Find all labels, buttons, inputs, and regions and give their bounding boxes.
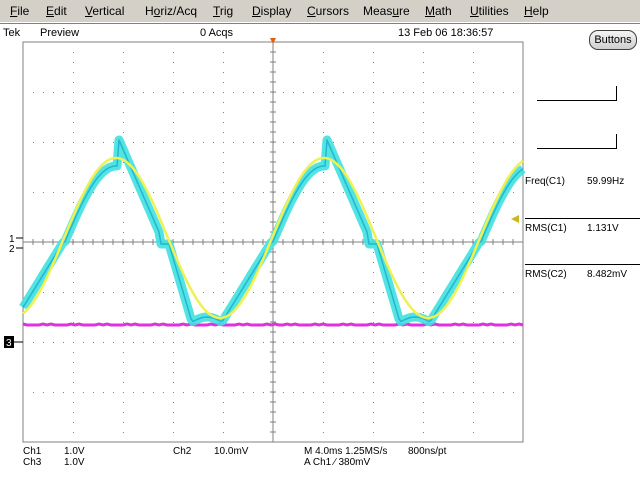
measurement-rms-c1-value: 1.131V <box>587 223 619 234</box>
menu-utilities[interactable]: Utilities <box>470 4 509 18</box>
ch3-scale: 1.0V <box>64 457 85 468</box>
measurement-divider <box>525 264 640 265</box>
ch2-ground-marker: 2 <box>9 244 23 255</box>
ch1-ground-marker: 1 <box>9 234 23 245</box>
measurement-rms-c2-value: 8.482mV <box>587 269 628 280</box>
ch1-trace <box>22 156 524 320</box>
menu-math[interactable]: Math <box>425 4 452 18</box>
acquisition-mode: Preview <box>40 27 80 39</box>
menu-display[interactable]: Display <box>252 4 292 18</box>
ch2-trace <box>19 135 526 326</box>
ch2-scale: 10.0mV <box>214 446 249 457</box>
ch3-ground-marker: 3 <box>4 336 23 349</box>
trigger-position-marker <box>270 38 276 44</box>
buttons-toggle-button[interactable]: Buttons <box>589 30 637 50</box>
menu-horiz-acq[interactable]: Horiz/Acq <box>145 4 198 18</box>
menu-file[interactable]: File <box>10 4 30 18</box>
brand-label: Tek <box>3 27 21 39</box>
menu-vertical[interactable]: Vertical <box>85 4 125 18</box>
menu-help[interactable]: Help <box>524 4 549 18</box>
menu-measure[interactable]: Measure <box>363 4 410 18</box>
measurement-slot-line <box>616 134 617 148</box>
measurement-slot-line <box>616 86 617 100</box>
timebase-readout[interactable]: M 4.0ms 1.25MS/s <box>304 446 388 457</box>
ch3-label[interactable]: Ch3 <box>23 457 42 468</box>
measurement-freq-c1-value: 59.99Hz <box>587 176 625 187</box>
menu-bar: File Edit Vertical Horiz/Acq Trig Displa… <box>0 0 640 23</box>
ch1-scale: 1.0V <box>64 446 85 457</box>
ch1-label[interactable]: Ch1 <box>23 446 42 457</box>
trigger-readout[interactable]: A Ch1 ∕ 380mV <box>304 457 371 468</box>
menu-cursors[interactable]: Cursors <box>307 4 350 18</box>
ch3-marker-label: 3 <box>6 338 12 349</box>
ch2-label[interactable]: Ch2 <box>173 446 192 457</box>
ch1-marker-label: 1 <box>9 234 15 245</box>
measurement-rms-c2-label: RMS(C2) <box>525 269 567 280</box>
measurement-divider <box>525 218 640 219</box>
ch2-marker-label: 2 <box>9 244 15 255</box>
menu-trig[interactable]: Trig <box>213 4 234 18</box>
measurement-rms-c1-label: RMS(C1) <box>525 223 567 234</box>
trigger-level-marker <box>511 215 519 223</box>
measurement-slot-line <box>537 148 617 149</box>
resolution-readout: 800ns/pt <box>408 446 447 457</box>
menu-edit[interactable]: Edit <box>46 4 67 18</box>
ch3-trace <box>22 322 524 327</box>
measurement-slot-line <box>537 100 617 101</box>
measurement-freq-c1-label: Freq(C1) <box>525 176 566 187</box>
date-time: 13 Feb 06 18:36:57 <box>398 27 494 39</box>
acquisition-count: 0 Acqs <box>200 27 234 39</box>
